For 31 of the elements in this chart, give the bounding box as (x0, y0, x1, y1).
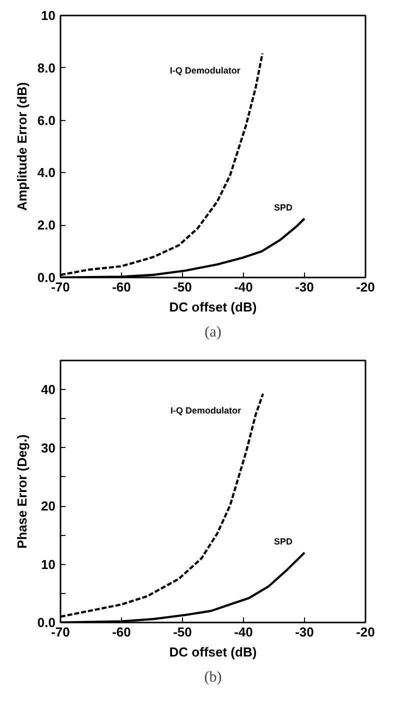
y-tick-label: 40 (41, 382, 56, 398)
y-tick-label: 4.0 (37, 165, 56, 180)
x-tick-label: -30 (295, 280, 314, 294)
y-tick-label: 20 (41, 498, 56, 514)
y-tick-label: 10 (41, 556, 56, 572)
y-axis-title: Phase Error (Deg.) (14, 434, 30, 549)
series-label: I-Q Demodulator (170, 65, 241, 76)
y-tick-label: 2.0 (37, 218, 56, 233)
y-tick-label: 0.0 (37, 615, 56, 630)
x-tick-label: -50 (173, 280, 192, 294)
x-tick-label: -30 (295, 624, 314, 640)
y-tick-label: 0.0 (37, 270, 56, 285)
series-label: SPD (274, 536, 293, 547)
x-tick-label: -50 (173, 624, 192, 640)
y-tick-label: 30 (41, 440, 56, 456)
y-tick-label: 10 (41, 8, 56, 23)
x-tick-label: -20 (356, 280, 375, 294)
series-label: I-Q Demodulator (170, 406, 242, 416)
y-tick-label: 8.0 (37, 60, 56, 76)
x-tick-label: -40 (234, 280, 253, 294)
y-tick-label: 6.0 (37, 112, 56, 128)
text: (a) (204, 324, 222, 340)
x-tick-label: -20 (356, 624, 375, 640)
y-axis-title: Amplitude Error (dB) (14, 82, 30, 211)
x-tick-label: -40 (234, 624, 253, 640)
x-axis-title: DC offset (dB) (169, 644, 257, 660)
text: (b) (204, 670, 222, 686)
series-label: SPD (274, 202, 293, 213)
x-tick-label: -60 (112, 624, 131, 640)
x-axis-title: DC offset (dB) (169, 300, 257, 314)
x-tick-label: -60 (112, 280, 131, 294)
